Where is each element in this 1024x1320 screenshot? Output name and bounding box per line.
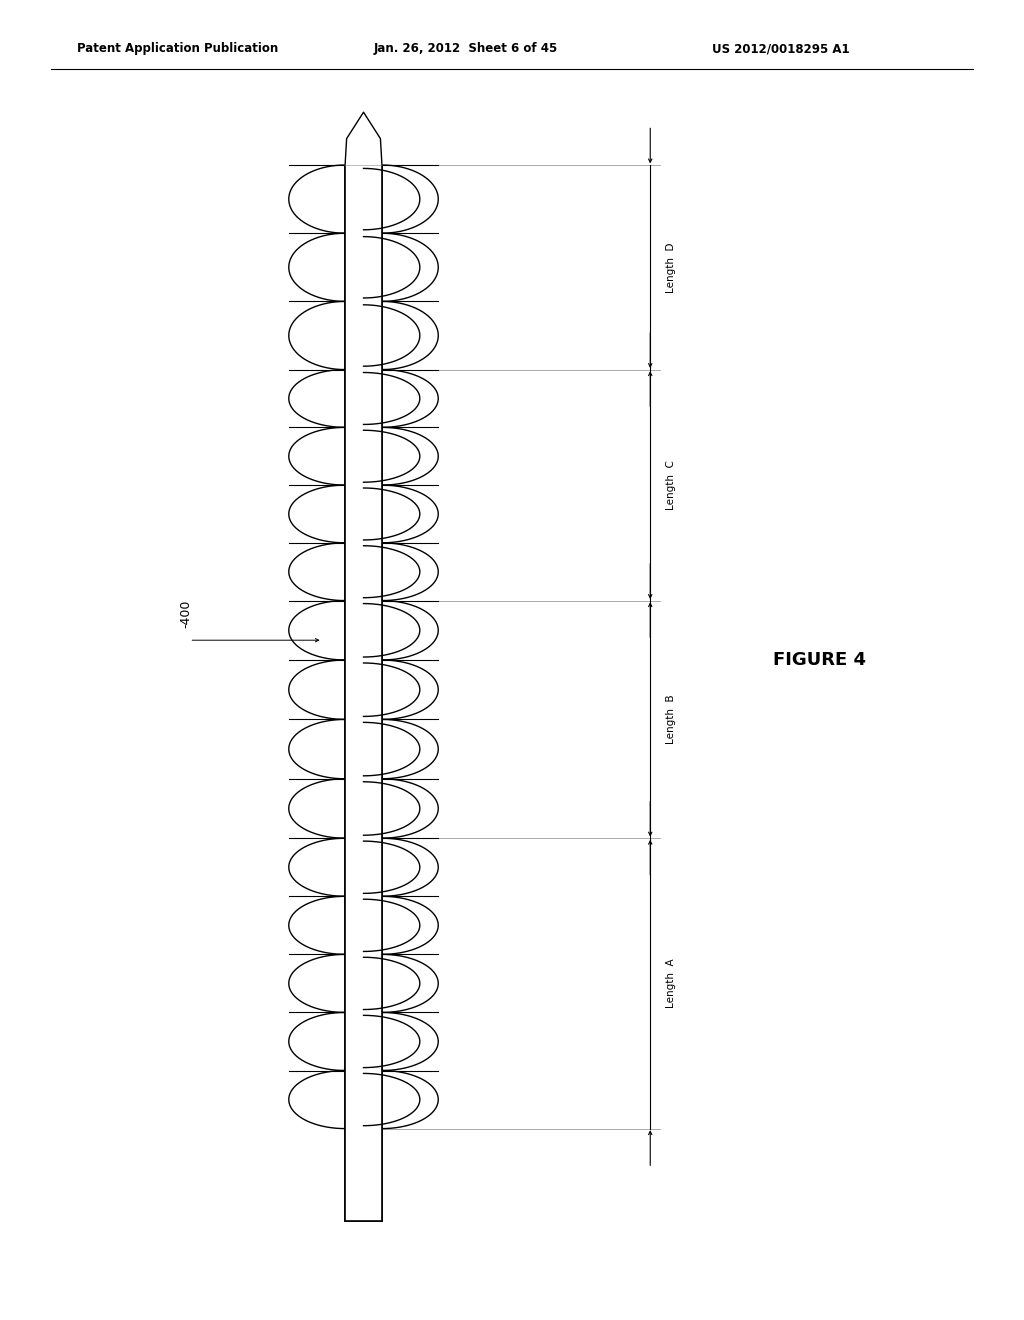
Text: Jan. 26, 2012  Sheet 6 of 45: Jan. 26, 2012 Sheet 6 of 45 xyxy=(374,42,558,55)
Text: Length  B: Length B xyxy=(666,694,676,744)
Text: FIGURE 4: FIGURE 4 xyxy=(773,651,865,669)
Text: -400: -400 xyxy=(179,599,193,628)
Text: Length  C: Length C xyxy=(666,461,676,510)
Polygon shape xyxy=(345,112,382,165)
Text: Patent Application Publication: Patent Application Publication xyxy=(77,42,279,55)
Text: Length  A: Length A xyxy=(666,958,676,1008)
Bar xyxy=(345,165,382,1221)
Text: Length  D: Length D xyxy=(666,242,676,293)
Bar xyxy=(345,165,382,1221)
Text: US 2012/0018295 A1: US 2012/0018295 A1 xyxy=(712,42,849,55)
